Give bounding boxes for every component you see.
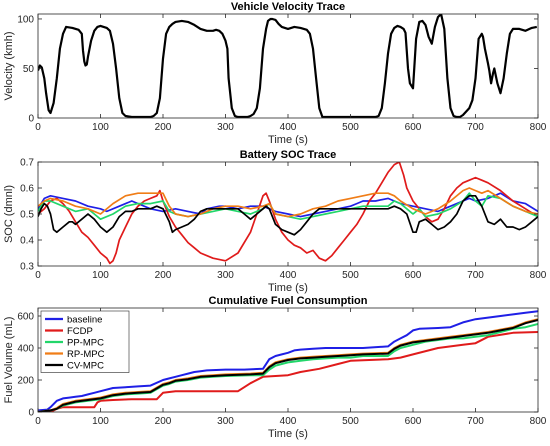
y-axis-label: SOC (dmnl)	[3, 185, 15, 243]
x-tick-label: 200	[155, 416, 172, 427]
series-line-cv-mpc	[38, 319, 538, 412]
x-tick-label: 600	[405, 122, 422, 133]
x-tick-label: 100	[92, 270, 109, 281]
series-line-fcdp	[38, 162, 538, 265]
y-tick-label: 0.5	[20, 210, 34, 221]
y-tick-label: 0.3	[20, 262, 34, 273]
series-line-pp-mpc	[38, 192, 538, 221]
x-tick-label: 200	[155, 122, 172, 133]
x-tick-label: 100	[92, 416, 109, 427]
x-tick-label: 400	[280, 270, 297, 281]
series-group	[38, 310, 538, 412]
y-axis-label: Fuel Volume (mL)	[3, 317, 15, 404]
x-tick-label: 600	[405, 270, 422, 281]
x-tick-label: 500	[342, 122, 359, 133]
x-axis-label: Time (s)	[268, 282, 308, 294]
x-tick-label: 700	[467, 122, 484, 133]
chart-title: Battery SOC Trace	[240, 149, 337, 161]
x-axis-label: Time (s)	[268, 428, 308, 440]
chart-panel-2: 0 100 200 300 400 500 600 700 800 0.3 0.4 0.5 0.6 0.7…	[3, 149, 547, 294]
x-tick-label: 100	[92, 122, 109, 133]
y-tick-label: 200	[17, 376, 34, 387]
x-tick-label: 0	[35, 122, 41, 133]
x-tick-label: 300	[217, 416, 234, 427]
series-line-baseline	[38, 192, 538, 218]
legend-entry: FCDP	[67, 326, 93, 337]
x-tick-label: 400	[280, 122, 297, 133]
x-tick-label: 200	[155, 270, 172, 281]
legend-entry: PP-MPC	[67, 338, 104, 349]
y-tick-label: 0	[28, 408, 34, 419]
x-tick-label: 700	[467, 416, 484, 427]
y-tick-label: 100	[17, 14, 34, 25]
x-tick-label: 300	[217, 122, 234, 133]
series-line-rp-mpc	[38, 187, 538, 218]
y-tick-label: 600	[17, 312, 34, 323]
x-tick-label: 400	[280, 416, 297, 427]
chart-panel-1: 0 100 200 300 400 500 600 700 800 0 50 100 Vehicle V…	[3, 1, 547, 146]
x-tick-label: 500	[342, 270, 359, 281]
y-tick-label: 0.4	[20, 236, 34, 247]
legend-entry: RP-MPC	[67, 349, 105, 360]
y-tick-label: 50	[23, 64, 35, 75]
chart-panel-3: 0 100 200 300 400 500 600 700 800 0 200 400 600 Cumul…	[3, 295, 547, 440]
x-tick-label: 800	[530, 416, 547, 427]
x-tick-label: 800	[530, 270, 547, 281]
y-tick-label: 0	[28, 114, 34, 125]
chart-title: Cumulative Fuel Consumption	[209, 295, 368, 307]
x-tick-label: 0	[35, 270, 41, 281]
chart-title: Vehicle Velocity Trace	[231, 1, 345, 13]
series-line-velocity	[38, 14, 538, 118]
legend-entry: baseline	[67, 315, 102, 326]
x-tick-label: 700	[467, 270, 484, 281]
series-line-fcdp	[38, 331, 538, 412]
series-line-baseline	[38, 310, 538, 412]
x-tick-label: 500	[342, 416, 359, 427]
x-tick-label: 0	[35, 416, 41, 427]
x-tick-label: 800	[530, 122, 547, 133]
y-tick-label: 400	[17, 344, 34, 355]
legend-entry: CV-MPC	[67, 361, 104, 372]
y-axis-label: Velocity (kmh)	[3, 31, 15, 100]
y-tick-label: 0.6	[20, 184, 34, 195]
series-group	[38, 162, 538, 265]
x-axis-label: Time (s)	[268, 134, 308, 146]
x-tick-label: 600	[405, 416, 422, 427]
x-tick-label: 300	[217, 270, 234, 281]
series-group	[38, 14, 538, 118]
y-tick-label: 0.7	[20, 158, 34, 169]
series-line-cv-mpc	[38, 194, 538, 236]
